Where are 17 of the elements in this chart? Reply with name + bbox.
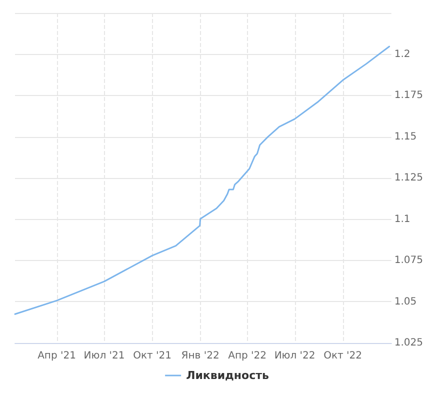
y-tick-label: 1.125 <box>394 172 424 184</box>
line-series <box>14 46 390 315</box>
x-tick-label: Апр '21 <box>38 350 76 362</box>
y-tick-label: 1.025 <box>394 338 424 348</box>
x-tick-label: Окт '21 <box>133 350 172 362</box>
legend-label: Ликвидность <box>186 369 269 382</box>
x-tick-label: Июл '21 <box>84 350 125 362</box>
y-tick-label: 1.15 <box>394 131 417 142</box>
x-tick-label: Янв '22 <box>181 350 220 362</box>
y-tick-label: 1.075 <box>394 255 424 266</box>
y-tick-label: 1.05 <box>394 296 417 308</box>
x-tick-label: Апр '22 <box>228 350 266 362</box>
y-tick-label: 1.2 <box>394 48 410 60</box>
y-tick-label: 1.175 <box>394 90 424 101</box>
x-tick-label: Июл '22 <box>274 350 316 362</box>
x-tick-label: Окт '22 <box>324 350 362 362</box>
y-tick-label: 1.1 <box>394 214 410 225</box>
